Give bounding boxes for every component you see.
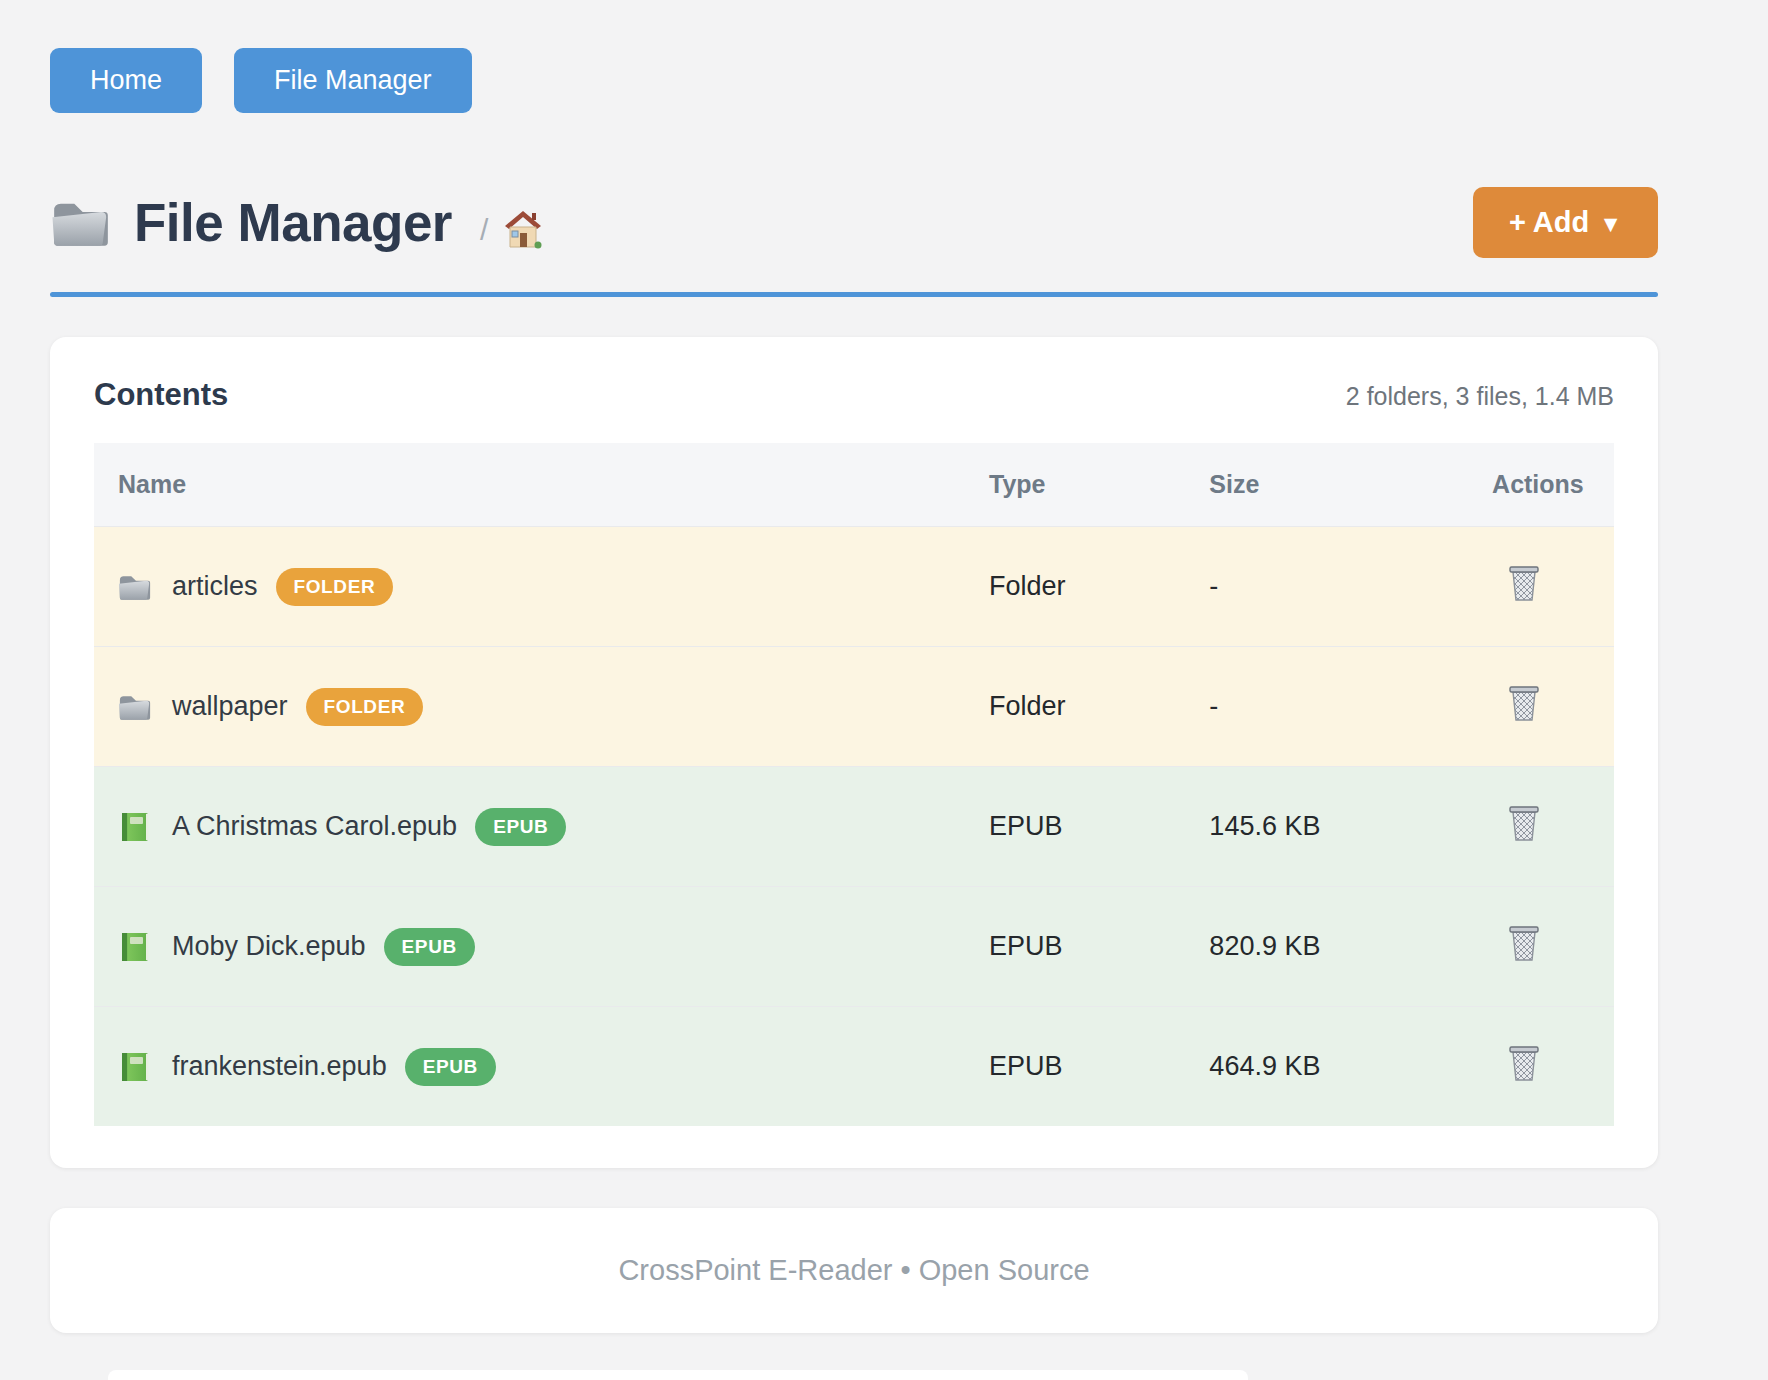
delete-button[interactable]	[1506, 803, 1542, 843]
home-breadcrumb-icon[interactable]	[502, 209, 544, 249]
epub-badge: EPUB	[475, 808, 566, 846]
table-row-christmas-carol: A Christmas Carol.epub EPUB EPUB 145.6 K…	[94, 767, 1614, 887]
file-manager-button[interactable]: File Manager	[234, 48, 472, 113]
table-header-row: Name Type Size Actions	[94, 443, 1614, 527]
folder-icon	[118, 692, 152, 722]
folder-icon	[50, 197, 112, 249]
trash-icon	[1506, 923, 1542, 963]
book-icon	[118, 932, 152, 962]
delete-button[interactable]	[1506, 683, 1542, 723]
item-type: EPUB	[965, 767, 1185, 887]
add-button[interactable]: + Add ▼	[1473, 187, 1658, 258]
page-container: Home File Manager File Manager / + Add▼ …	[50, 0, 1658, 1333]
column-header-type: Type	[965, 443, 1185, 527]
folder-badge: FOLDER	[276, 568, 394, 606]
delete-button[interactable]	[1506, 923, 1542, 963]
add-button-label: + Add	[1509, 206, 1589, 238]
file-table: Name Type Size Actions articles FOLDER F…	[94, 443, 1614, 1126]
item-type: Folder	[965, 527, 1185, 647]
trash-icon	[1506, 563, 1542, 603]
table-row-wallpaper: wallpaper FOLDER Folder -	[94, 647, 1614, 767]
trash-icon	[1506, 1043, 1542, 1083]
item-size: -	[1185, 647, 1468, 767]
page-title: File Manager	[134, 192, 452, 253]
contents-card: Contents 2 folders, 3 files, 1.4 MB Name…	[50, 337, 1658, 1168]
home-button[interactable]: Home	[50, 48, 202, 113]
folder-badge: FOLDER	[306, 688, 424, 726]
bottom-card-edge	[108, 1370, 1248, 1380]
book-icon	[118, 1052, 152, 1082]
item-name[interactable]: frankenstein.epub	[172, 1051, 387, 1082]
folder-icon	[118, 572, 152, 602]
table-row-frankenstein: frankenstein.epub EPUB EPUB 464.9 KB	[94, 1007, 1614, 1127]
column-header-actions: Actions	[1468, 443, 1614, 527]
chevron-down-icon: ▼	[1599, 211, 1622, 237]
book-icon	[118, 812, 152, 842]
column-header-size: Size	[1185, 443, 1468, 527]
footer-text: CrossPoint E-Reader • Open Source	[618, 1254, 1089, 1286]
item-name[interactable]: A Christmas Carol.epub	[172, 811, 457, 842]
footer-card: CrossPoint E-Reader • Open Source	[50, 1208, 1658, 1333]
trash-icon	[1506, 803, 1542, 843]
contents-card-header: Contents 2 folders, 3 files, 1.4 MB	[94, 377, 1614, 413]
contents-summary: 2 folders, 3 files, 1.4 MB	[1346, 382, 1614, 411]
item-size: 464.9 KB	[1185, 1007, 1468, 1127]
page-header: File Manager / + Add ▼	[50, 187, 1658, 258]
item-type: EPUB	[965, 887, 1185, 1007]
table-row-moby-dick: Moby Dick.epub EPUB EPUB 820.9 KB	[94, 887, 1614, 1007]
top-nav: Home File Manager	[50, 48, 1658, 113]
item-size: 145.6 KB	[1185, 767, 1468, 887]
column-header-name: Name	[94, 443, 965, 527]
contents-title: Contents	[94, 377, 228, 413]
item-size: -	[1185, 527, 1468, 647]
item-type: Folder	[965, 647, 1185, 767]
trash-icon	[1506, 683, 1542, 723]
delete-button[interactable]	[1506, 1043, 1542, 1083]
epub-badge: EPUB	[384, 928, 475, 966]
item-name[interactable]: wallpaper	[172, 691, 288, 722]
epub-badge: EPUB	[405, 1048, 496, 1086]
item-type: EPUB	[965, 1007, 1185, 1127]
header-divider	[50, 292, 1658, 297]
delete-button[interactable]	[1506, 563, 1542, 603]
item-name[interactable]: Moby Dick.epub	[172, 931, 366, 962]
breadcrumb-separator: /	[480, 213, 488, 247]
item-size: 820.9 KB	[1185, 887, 1468, 1007]
item-name[interactable]: articles	[172, 571, 258, 602]
table-row-articles: articles FOLDER Folder -	[94, 527, 1614, 647]
